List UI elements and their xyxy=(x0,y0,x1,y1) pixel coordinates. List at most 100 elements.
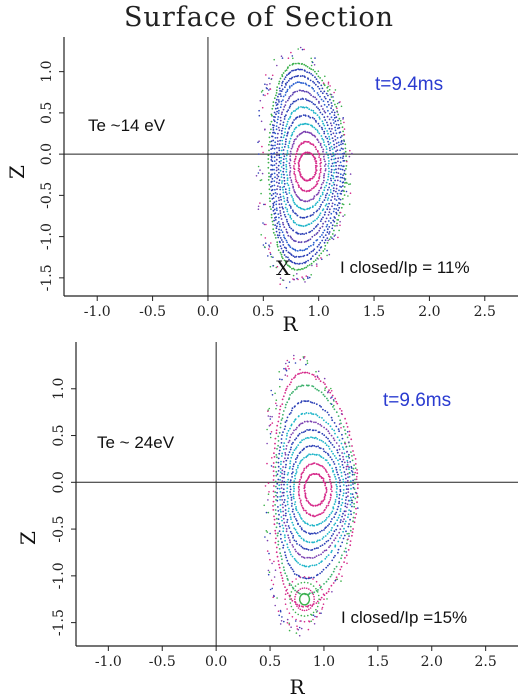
flux-point xyxy=(299,81,302,84)
flux-point xyxy=(321,502,323,504)
flux-point xyxy=(336,451,339,454)
flux-point xyxy=(331,549,333,552)
flux-point xyxy=(286,132,289,135)
flux-point xyxy=(286,434,288,437)
flux-point xyxy=(285,249,288,252)
flux-point xyxy=(284,457,286,460)
flux-point xyxy=(309,514,312,517)
edge-point xyxy=(315,263,318,265)
flux-point xyxy=(286,503,289,506)
flux-point xyxy=(352,479,354,482)
flux-point xyxy=(290,236,292,239)
flux-point xyxy=(302,130,305,133)
flux-point xyxy=(278,154,281,157)
edge-point xyxy=(275,399,278,402)
flux-point xyxy=(282,413,284,416)
flux-point xyxy=(314,83,317,86)
edge-point xyxy=(263,504,266,507)
flux-point xyxy=(317,94,320,96)
flux-point xyxy=(334,554,336,557)
island-point xyxy=(307,582,309,584)
flux-point xyxy=(315,225,318,227)
flux-point xyxy=(284,86,286,88)
flux-point xyxy=(286,241,288,244)
flux-point xyxy=(283,569,286,572)
flux-point xyxy=(271,147,274,150)
flux-point xyxy=(295,540,298,543)
flux-point xyxy=(300,143,303,146)
flux-point xyxy=(276,225,278,228)
flux-point xyxy=(284,514,287,517)
flux-point xyxy=(304,565,307,568)
flux-point xyxy=(317,131,319,133)
flux-point xyxy=(288,258,290,261)
flux-point xyxy=(316,532,319,534)
edge-point xyxy=(293,357,295,360)
flux-point xyxy=(281,206,284,209)
flux-point xyxy=(333,169,336,171)
flux-point xyxy=(288,252,291,255)
flux-point xyxy=(335,187,338,190)
flux-point xyxy=(284,206,287,209)
flux-point xyxy=(280,463,282,466)
flux-point xyxy=(300,537,303,540)
flux-point xyxy=(335,190,337,193)
flux-point xyxy=(320,186,323,189)
edge-point xyxy=(266,531,269,533)
flux-point xyxy=(350,451,352,453)
flux-point xyxy=(270,189,273,192)
flux-point xyxy=(291,122,294,124)
flux-point xyxy=(312,109,315,112)
flux-point xyxy=(276,143,279,146)
flux-point xyxy=(315,563,318,566)
edge-point xyxy=(313,64,316,66)
edge-point xyxy=(277,610,280,612)
x-tick-label: 0.0 xyxy=(205,654,227,670)
flux-point xyxy=(332,582,335,584)
edge-point xyxy=(260,192,262,195)
flux-point xyxy=(329,208,331,211)
flux-point xyxy=(322,568,325,571)
edge-point xyxy=(348,441,350,443)
flux-point xyxy=(288,97,290,100)
flux-point xyxy=(283,155,286,158)
flux-point xyxy=(303,457,305,459)
edge-point xyxy=(267,499,269,501)
flux-point xyxy=(283,134,286,137)
edge-point xyxy=(340,105,343,108)
flux-point xyxy=(338,481,341,484)
flux-point xyxy=(331,127,333,130)
flux-point xyxy=(291,521,294,524)
flux-point xyxy=(270,208,272,211)
flux-point xyxy=(285,138,287,141)
flux-point xyxy=(297,68,299,70)
flux-point xyxy=(276,241,279,244)
flux-point xyxy=(336,192,339,195)
flux-point xyxy=(300,106,302,108)
flux-point xyxy=(319,169,322,172)
flux-point xyxy=(334,153,337,156)
island-point xyxy=(295,593,297,596)
flux-point xyxy=(303,267,306,269)
flux-point xyxy=(284,586,286,588)
flux-point xyxy=(333,122,335,124)
flux-point xyxy=(328,194,331,197)
flux-point xyxy=(274,217,276,219)
flux-point xyxy=(328,167,330,170)
flux-point xyxy=(289,216,292,219)
flux-point xyxy=(299,262,301,265)
flux-point xyxy=(315,403,318,406)
flux-point xyxy=(276,491,278,494)
flux-point xyxy=(279,123,282,126)
flux-point xyxy=(329,544,332,547)
flux-point xyxy=(298,605,301,608)
flux-point xyxy=(308,532,310,534)
flux-point xyxy=(270,140,273,143)
flux-point xyxy=(293,201,296,204)
flux-point xyxy=(276,107,279,109)
flux-point xyxy=(277,164,280,167)
flux-point xyxy=(277,435,280,438)
flux-point xyxy=(341,153,344,155)
flux-point xyxy=(301,528,303,531)
flux-point xyxy=(308,252,311,255)
